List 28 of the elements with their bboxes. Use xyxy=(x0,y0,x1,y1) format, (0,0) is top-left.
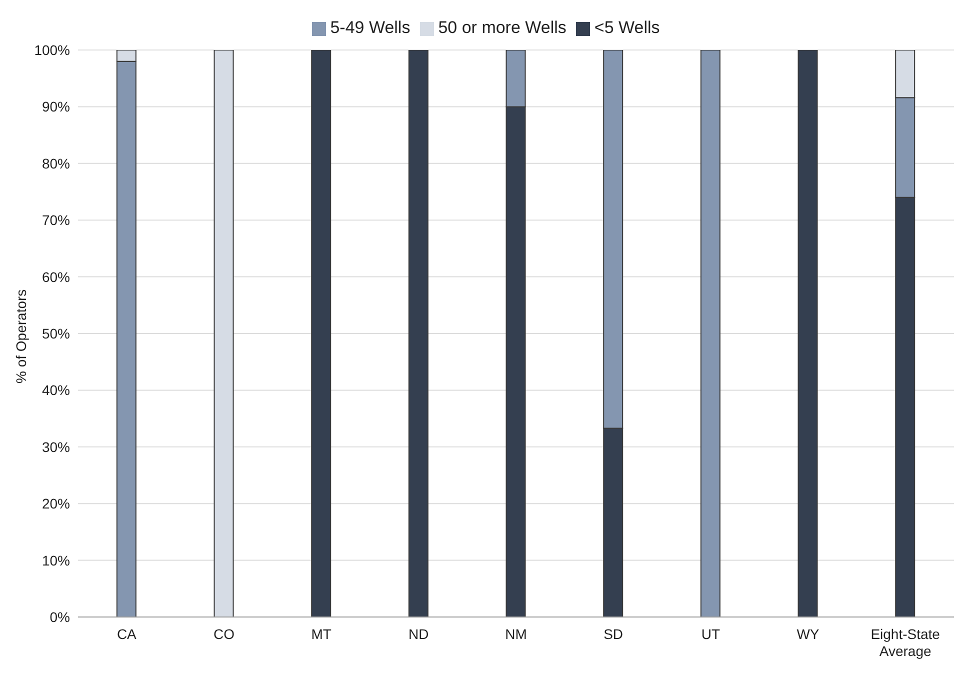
x-tick-label: UT xyxy=(701,626,720,642)
legend-label: 5-49 Wells xyxy=(330,18,410,37)
bar xyxy=(311,50,332,617)
x-tick-label: WY xyxy=(796,626,820,642)
bar xyxy=(408,50,428,617)
y-tick-label: 80% xyxy=(42,155,70,172)
x-tick-label: MT xyxy=(311,626,332,642)
y-tick-label: 70% xyxy=(42,212,70,228)
x-tick-label: CO xyxy=(214,626,235,642)
y-tick-label: 60% xyxy=(42,268,70,285)
x-tick-label: ND xyxy=(408,626,429,642)
y-tick-label: 0% xyxy=(50,608,70,625)
x-tick-label: Eight-State Average xyxy=(870,626,940,659)
y-tick-label: 100% xyxy=(34,42,70,58)
y-tick-label: 10% xyxy=(42,552,70,568)
x-tick-label: SD xyxy=(604,626,624,642)
y-tick-label: 20% xyxy=(42,496,70,512)
legend-label: <5 Wells xyxy=(594,18,660,37)
bar xyxy=(798,50,818,617)
x-tick-label: NM xyxy=(505,626,527,642)
legend-label: 50 or more Wells xyxy=(438,18,566,37)
y-tick-label: 90% xyxy=(42,98,70,115)
y-tick-label: 50% xyxy=(42,325,70,342)
y-axis-title: % of Operators xyxy=(12,289,29,384)
x-tick-label: CA xyxy=(116,626,138,642)
y-tick-label: 30% xyxy=(42,438,70,455)
bar xyxy=(700,50,720,617)
y-tick-label: 40% xyxy=(42,382,70,398)
